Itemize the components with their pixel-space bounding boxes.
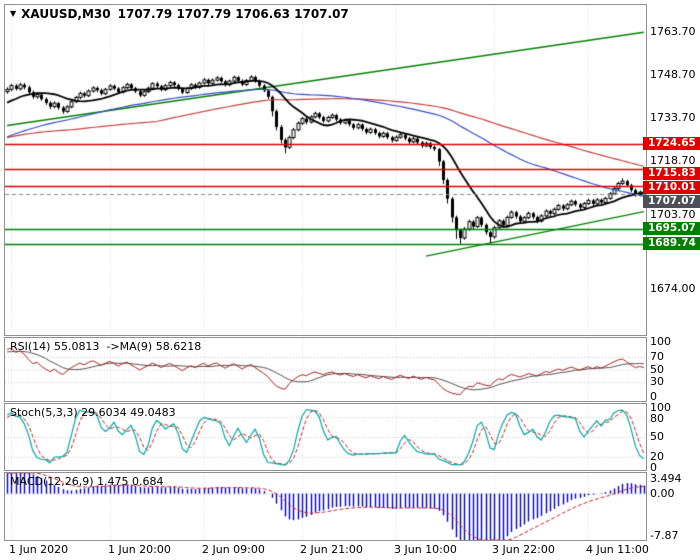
price-tick-label: 1748.70 [650, 68, 696, 81]
rsi-tick-label: 30 [650, 375, 664, 388]
rsi-tick-label: 50 [650, 363, 664, 376]
main-chart-panel: ▼ XAUUSD,M30 1707.79 1707.79 1706.63 1707.… [4, 4, 647, 336]
price-tick-label: 1718.70 [650, 154, 696, 167]
resistance-level-badge: 1724.65 [643, 137, 700, 150]
stochastic-tick-label: 80 [650, 412, 664, 425]
time-axis-strip: 1 Jun 2020 1 Jun 20:00 2 Jun 09:00 2 Jun 21… [0, 541, 700, 559]
stochastic-canvas[interactable] [5, 404, 646, 470]
current-price-badge: 1707.07 [643, 195, 700, 208]
rsi-indicator-panel: RSI(14) 55.0813 ->MA(9) 58.6218 [4, 337, 647, 402]
stochastic-tick-label: 0 [650, 461, 657, 474]
rsi-tick-label: 0 [650, 390, 657, 403]
macd-tick-label: 3.494 [650, 472, 682, 485]
time-label: 1 Jun 2020 [9, 543, 69, 556]
time-label: 2 Jun 21:00 [300, 543, 363, 556]
stochastic-tick-label: 50 [650, 430, 664, 443]
time-label: 3 Jun 10:00 [394, 543, 457, 556]
macd-tick-label: -7.87 [650, 529, 679, 542]
price-tick-label: 1674.00 [650, 282, 696, 295]
rsi-canvas[interactable] [5, 338, 646, 401]
time-label: 3 Jun 22:00 [492, 543, 555, 556]
rsi-tick-label: 100 [650, 335, 671, 348]
macd-canvas[interactable] [5, 473, 646, 540]
support-level-badge: 1689.74 [643, 237, 700, 250]
rsi-tick-label: 70 [650, 350, 664, 363]
macd-indicator-panel: MACD(12,26,9) 1.475 0.684 [4, 472, 647, 541]
macd-tick-label: 0.00 [650, 487, 675, 500]
price-tick-label: 1733.70 [650, 111, 696, 124]
time-label: 2 Jun 09:00 [202, 543, 265, 556]
time-label: 1 Jun 20:00 [108, 543, 171, 556]
stochastic-indicator-panel: Stoch(5,3,3) 29.6034 49.0483 [4, 403, 647, 471]
support-level-badge: 1695.07 [643, 222, 700, 235]
time-label: 4 Jun 11:00 [586, 543, 649, 556]
stochastic-tick-label: 20 [650, 450, 664, 463]
stochastic-tick-label: 100 [650, 401, 671, 414]
price-tick-label: 1763.70 [650, 25, 696, 38]
price-chart-canvas[interactable] [5, 5, 646, 335]
resistance-level-badge: 1710.01 [643, 181, 700, 194]
price-axis-strip: 1763.70 1748.70 1733.70 1718.70 1703.70 1674.… [643, 0, 700, 560]
resistance-level-badge: 1715.83 [643, 167, 700, 180]
price-tick-label: 1703.70 [650, 208, 696, 221]
